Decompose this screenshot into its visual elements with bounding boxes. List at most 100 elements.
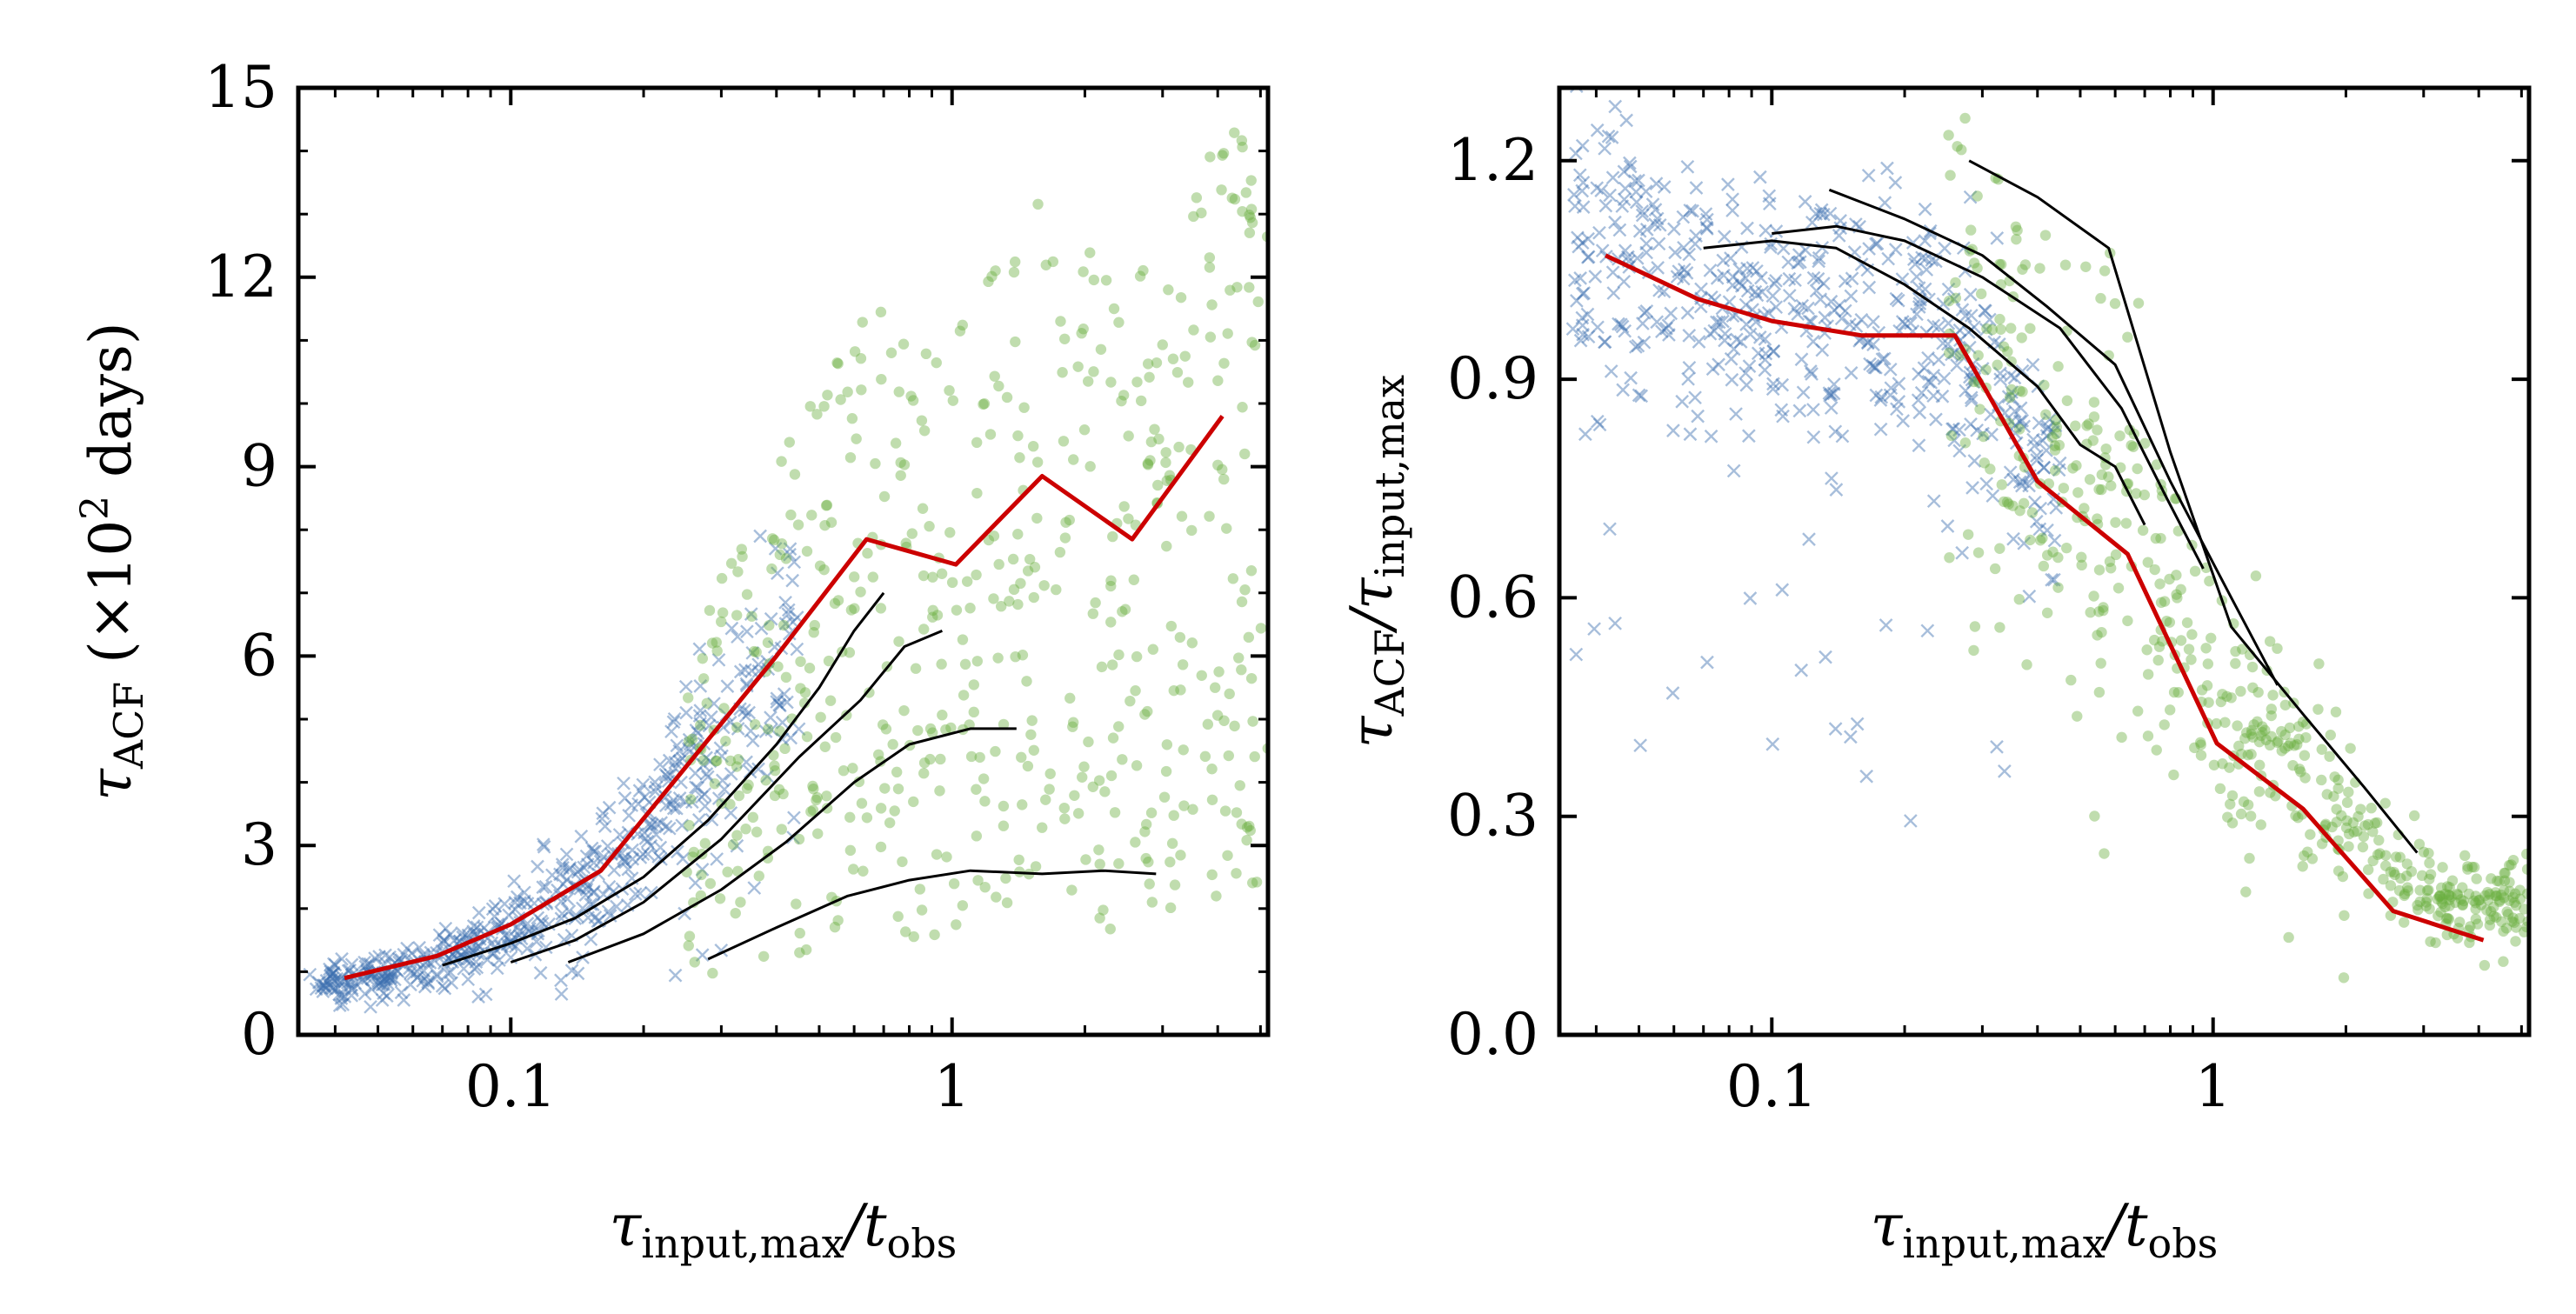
scatter-point-green xyxy=(1118,501,1130,512)
scatter-point-blue xyxy=(421,975,435,989)
scatter-point-green xyxy=(2159,719,2170,730)
scatter-point-green xyxy=(2088,397,2100,408)
scatter-point-green xyxy=(811,794,822,806)
scatter-point-blue xyxy=(372,976,387,991)
scatter-point-green xyxy=(2395,872,2406,884)
scatter-point-blue xyxy=(1765,737,1780,751)
scatter-point-blue xyxy=(1834,311,1849,326)
scatter-point-green xyxy=(818,564,830,576)
scatter-point-blue xyxy=(1869,237,1883,251)
scatter-point-blue xyxy=(1572,239,1586,254)
scatter-point-green xyxy=(1206,869,1218,881)
scatter-point-green xyxy=(2472,918,2484,930)
scatter-point-green xyxy=(1017,650,1029,661)
scatter-point-blue xyxy=(1769,300,1784,315)
scatter-point-green xyxy=(831,357,843,369)
scatter-point-green xyxy=(984,429,997,440)
scatter-point-green xyxy=(2246,724,2258,737)
scatter-point-blue xyxy=(1782,289,1797,303)
scatter-point-blue xyxy=(640,834,655,849)
scatter-point-green xyxy=(2514,912,2526,924)
scatter-point-green xyxy=(918,757,931,769)
scatter-point-blue xyxy=(648,775,662,790)
scatter-point-green xyxy=(2272,736,2284,747)
scatter-point-green xyxy=(711,637,722,648)
scatter-point-blue xyxy=(1764,240,1778,255)
scatter-point-green xyxy=(780,553,792,564)
scatter-point-green xyxy=(2496,916,2507,928)
scatter-point-blue xyxy=(1941,316,1956,330)
scatter-point-green xyxy=(971,830,983,842)
scatter-point-blue xyxy=(1921,350,1935,365)
scatter-point-green xyxy=(2156,636,2168,647)
scatter-point-green xyxy=(2319,818,2332,830)
scatter-point-green xyxy=(1109,807,1121,818)
scatter-point-green xyxy=(2514,893,2526,904)
scatter-point-green xyxy=(847,763,858,774)
scatter-point-blue xyxy=(324,967,339,981)
scatter-point-blue xyxy=(1691,409,1705,424)
scatter-point-blue xyxy=(1952,423,1966,437)
scatter-point-blue xyxy=(1743,327,1758,342)
scatter-point-green xyxy=(1055,316,1066,327)
scatter-point-blue xyxy=(432,928,447,943)
scatter-point-blue xyxy=(1926,494,1941,509)
scatter-point-green xyxy=(1139,826,1151,837)
scatter-point-blue xyxy=(410,970,424,984)
scatter-point-green xyxy=(1959,112,1971,124)
scatter-point-blue xyxy=(1912,297,1927,310)
scatter-point-green xyxy=(1161,540,1172,552)
scatter-point-blue xyxy=(384,970,398,984)
scatter-point-blue xyxy=(778,595,792,610)
scatter-point-green xyxy=(1153,433,1165,445)
scatter-point-blue xyxy=(1700,655,1714,670)
y-tick-label: 1.2 xyxy=(1447,127,1538,194)
x-tick-label: 1 xyxy=(934,1053,971,1120)
scatter-point-green xyxy=(2452,890,2464,901)
scatter-point-blue xyxy=(1601,129,1616,143)
scatter-point-blue xyxy=(1575,236,1590,250)
scatter-point-green xyxy=(1186,524,1198,537)
scatter-point-green xyxy=(2468,862,2480,873)
scatter-point-green xyxy=(2486,873,2497,884)
scatter-point-blue xyxy=(1904,316,1918,330)
scatter-point-green xyxy=(2295,766,2306,777)
scatter-point-green xyxy=(1994,313,2005,325)
scatter-point-green xyxy=(892,910,904,923)
scatter-point-blue xyxy=(1926,389,1941,404)
scatter-point-blue xyxy=(326,966,341,981)
scatter-point-blue xyxy=(1750,263,1764,278)
scatter-point-blue xyxy=(1605,265,1620,280)
scatter-point-blue xyxy=(1712,357,1725,372)
scatter-point-blue xyxy=(1742,359,1757,373)
scatter-point-green xyxy=(900,537,911,549)
scatter-point-green xyxy=(2362,818,2374,830)
scatter-point-blue xyxy=(1895,315,1910,329)
scatter-point-green xyxy=(2379,797,2391,809)
scatter-point-blue xyxy=(512,924,527,938)
scatter-point-green xyxy=(2088,590,2099,602)
scatter-point-blue xyxy=(584,841,599,856)
plot-frame xyxy=(1557,85,2532,1037)
scatter-point-green xyxy=(2293,764,2306,775)
scatter-point-blue xyxy=(1891,293,1905,308)
scatter-point-blue xyxy=(1979,303,1992,318)
scatter-point-green xyxy=(1026,715,1038,726)
scatter-point-green xyxy=(795,656,806,667)
scatter-point-blue xyxy=(2040,523,2054,537)
scatter-point-green xyxy=(1217,464,1228,476)
scatter-point-green xyxy=(844,811,856,824)
scatter-point-green xyxy=(849,346,861,357)
scatter-point-blue xyxy=(1924,376,1939,390)
scatter-point-green xyxy=(1113,317,1124,328)
scatter-point-blue xyxy=(1795,298,1810,313)
scatter-point-blue xyxy=(1959,309,1972,323)
scatter-point-green xyxy=(1113,721,1124,732)
scatter-point-blue xyxy=(1843,317,1857,331)
scatter-point-green xyxy=(2367,826,2379,837)
scatter-point-blue xyxy=(2030,449,2044,463)
scatter-point-green xyxy=(2421,893,2433,904)
scatter-point-blue xyxy=(1581,330,1596,344)
scatter-point-blue xyxy=(466,919,481,933)
scatter-point-green xyxy=(906,528,918,539)
